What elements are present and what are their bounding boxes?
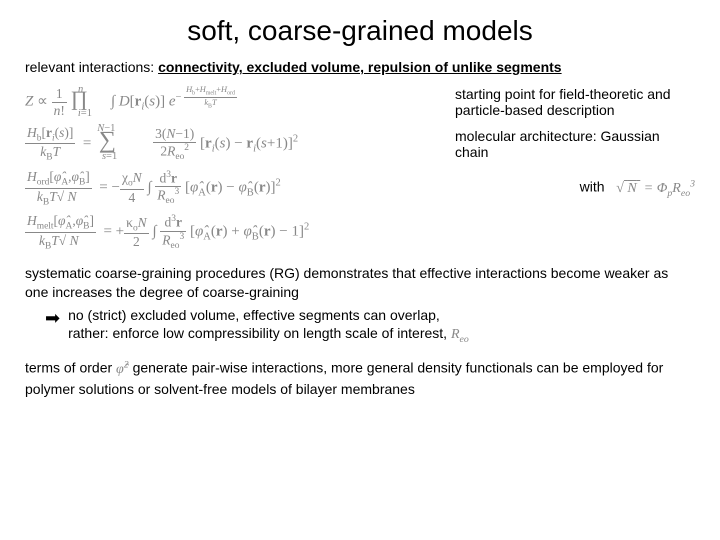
arrow-icon: ➡ xyxy=(45,306,60,330)
subtitle-keywords: connectivity, excluded volume, repulsion… xyxy=(158,59,562,75)
eq-partition: Z ∝ 1n! ∏i=1n ∫ D[ri(s)] e− Hb+Hmelt+Hor… xyxy=(25,85,237,119)
eq-hb-row: Hb[ri(s)]kBT = ∑s=1N−1 3(N−1)2Reo2 [ri(s… xyxy=(25,125,695,163)
phi-squared: φ̂2 xyxy=(116,362,129,377)
paragraph-rg: systematic coarse-graining procedures (R… xyxy=(25,264,695,347)
subtitle-prefix: relevant interactions: xyxy=(25,59,158,75)
annotation-partition: starting point for field-theoretic and p… xyxy=(440,86,695,118)
with-label: with xyxy=(580,179,605,195)
eq-hord: Hord[φ̂A,φ̂B]kBT√ N = −χoN4 ∫ d3rReo3 [φ… xyxy=(25,169,281,207)
eq-hmelt: Hmelt[φ̂A,φ̂B]kBT√ N = +κoN2 ∫ d3rReo3 [… xyxy=(25,213,309,251)
bullet-line2: rather: enforce low compressibility on l… xyxy=(68,324,469,346)
bullet-line2-text: rather: enforce low compressibility on l… xyxy=(68,325,451,341)
eq-hmelt-row: Hmelt[φ̂A,φ̂B]kBT√ N = +κoN2 ∫ d3rReo3 [… xyxy=(25,213,695,251)
subtitle: relevant interactions: connectivity, exc… xyxy=(25,59,695,75)
eq-partition-row: Z ∝ 1n! ∏i=1n ∫ D[ri(s)] e− Hb+Hmelt+Hor… xyxy=(25,85,695,119)
eq-hb: Hb[ri(s)]kBT = ∑s=1N−1 3(N−1)2Reo2 [ri(s… xyxy=(25,125,298,163)
annotation-architecture: molecular architecture: Gaussian chain xyxy=(440,128,695,160)
paragraph-terms-prefix: terms of order xyxy=(25,360,116,376)
slide-title: soft, coarse-grained models xyxy=(25,15,695,47)
annotation-with: with √ N = ΦpReo3 xyxy=(565,178,695,198)
eq-hord-row: Hord[φ̂A,φ̂B]kBT√ N = −χoN4 ∫ d3rReo3 [φ… xyxy=(25,169,695,207)
bullet-block: ➡ no (strict) excluded volume, effective… xyxy=(25,306,695,347)
bullet-line1: no (strict) excluded volume, effective s… xyxy=(68,306,469,325)
paragraph-terms: terms of order φ̂2 generate pair-wise in… xyxy=(25,358,695,398)
reo-symbol: Reo xyxy=(451,327,469,342)
paragraph-rg-text: systematic coarse-graining procedures (R… xyxy=(25,265,668,300)
